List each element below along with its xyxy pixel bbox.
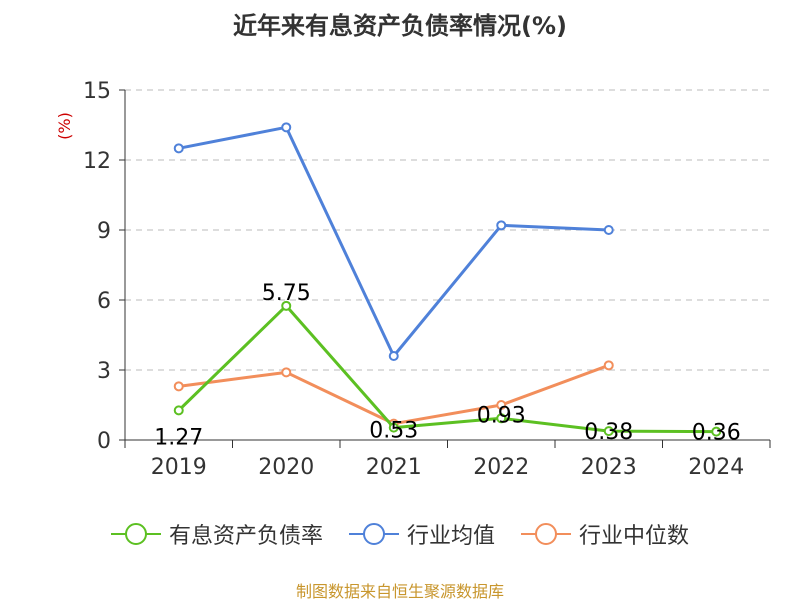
- data-label: 0.93: [477, 403, 526, 428]
- data-source-footer: 制图数据来自恒生聚源数据库: [295, 582, 504, 601]
- series-point-2: [603, 360, 614, 371]
- series-point-1: [496, 220, 507, 231]
- legend-label: 有息资产负债率: [168, 524, 323, 549]
- y-tick-label: 9: [97, 219, 111, 244]
- data-labels: 1.27 5.75 0.53 0.93 0.38 0.36: [154, 281, 740, 451]
- legend-orange-line-icon: [521, 523, 571, 545]
- data-label: 0.36: [692, 421, 741, 446]
- legend-item-industry-median[interactable]: 行业中位数: [521, 518, 689, 550]
- gridlines: [125, 89, 770, 371]
- legend-green-line-icon: [110, 523, 161, 545]
- legend-label: 行业均值: [406, 524, 495, 549]
- axes: 0 3 6 9 12 15 2019 2020 2021 2022 2023 2024: [83, 79, 771, 480]
- series-line-0: [177, 304, 717, 434]
- legend-blue-line-icon: [348, 523, 399, 545]
- x-tick-label: 2019: [151, 455, 207, 480]
- y-tick-label: 6: [97, 289, 111, 314]
- data-label: 0.38: [584, 420, 633, 445]
- y-tick-label: 3: [97, 359, 111, 384]
- legend-item-industry-average[interactable]: 行业均值: [348, 518, 495, 550]
- series-point-0: [603, 426, 614, 437]
- chart-title: 近年来有息资产负债率情况(%): [233, 12, 567, 40]
- y-tick-label: 12: [83, 149, 111, 174]
- x-tick-label: 2024: [688, 455, 744, 480]
- series-point-0: [496, 413, 507, 424]
- x-tick-label: 2022: [473, 455, 529, 480]
- series-point-2: [496, 400, 507, 410]
- series-point-0: [711, 426, 722, 437]
- data-label: 0.53: [369, 419, 418, 444]
- y-tick-label: 0: [97, 429, 111, 454]
- series-line-1: [178, 125, 609, 358]
- series-layer: [173, 122, 722, 437]
- y-tick-label: 15: [83, 79, 111, 104]
- series-point-1: [281, 122, 292, 133]
- legend-item-interest-bearing-debt-ratio[interactable]: 有息资产负债率: [110, 518, 323, 550]
- legend: 有息资产负债率 行业均值 行业中位数: [0, 518, 800, 550]
- series-point-1: [603, 225, 614, 235]
- series-point-0: [388, 422, 399, 433]
- series-point-0: [173, 405, 184, 416]
- x-tick-label: 2020: [258, 455, 314, 480]
- series-point-1: [173, 143, 184, 154]
- series-point-1: [388, 351, 399, 361]
- series-point-2: [173, 381, 184, 392]
- series-line-2: [178, 363, 610, 426]
- data-label: 1.27: [154, 425, 203, 450]
- y-axis-unit-label: (%): [55, 112, 74, 140]
- series-point-0: [281, 300, 292, 311]
- x-tick-label: 2021: [366, 455, 422, 480]
- data-label: 5.75: [262, 281, 311, 306]
- x-tick-label: 2023: [581, 455, 637, 480]
- legend-label: 行业中位数: [579, 524, 690, 549]
- series-point-2: [281, 367, 292, 378]
